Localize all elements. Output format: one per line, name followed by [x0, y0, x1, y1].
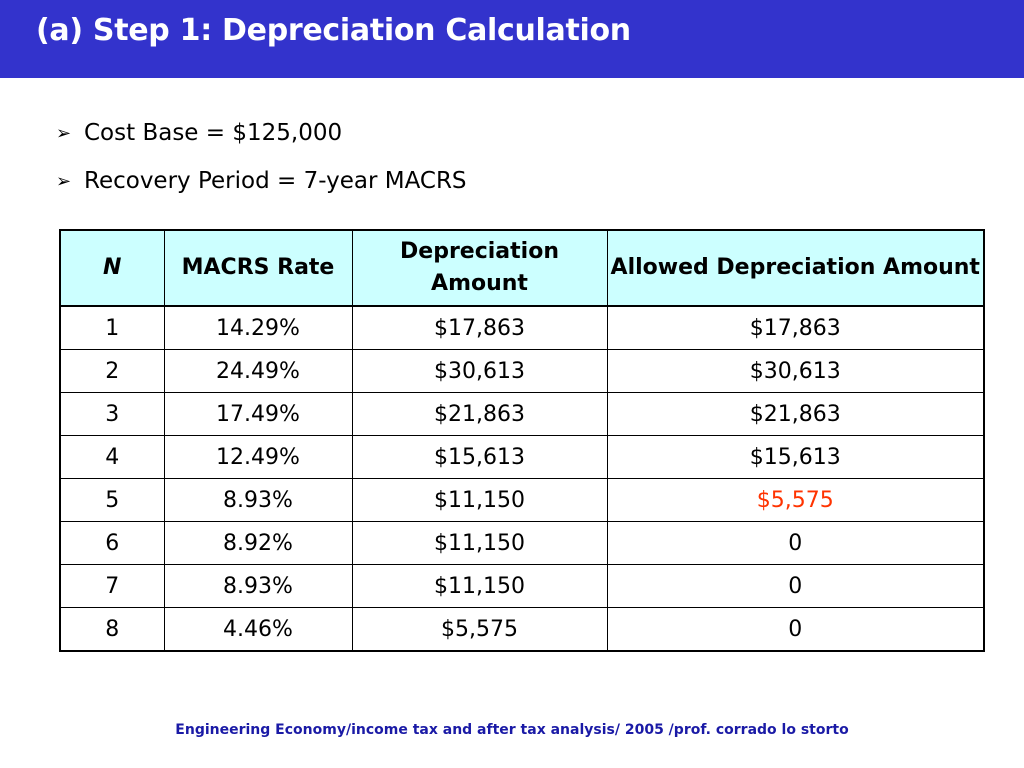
table-row: 5 8.93% $11,150 $5,575 — [59, 478, 985, 522]
cell-n: 3 — [59, 392, 165, 436]
table-row: 3 17.49% $21,863 $21,863 — [59, 392, 985, 436]
cell-depreciation: $30,613 — [351, 349, 608, 393]
depreciation-table: N MACRS Rate Depreciation Amount Allowed… — [59, 229, 985, 652]
bullet-list: ➢ Cost Base = $125,000 ➢ Recovery Period… — [56, 113, 467, 209]
cell-allowed: $17,863 — [606, 305, 985, 350]
table-header-row: N MACRS Rate Depreciation Amount Allowed… — [59, 229, 985, 307]
cell-n: 1 — [59, 305, 165, 350]
arrow-bullet-icon: ➢ — [56, 170, 72, 192]
cell-allowed: 0 — [606, 564, 985, 608]
slide-title: (a) Step 1: Depreciation Calculation — [36, 13, 631, 48]
cell-rate: 8.93% — [163, 564, 353, 608]
cell-rate: 8.93% — [163, 478, 353, 522]
cell-allowed-highlighted: $5,575 — [606, 478, 985, 522]
table-row: 7 8.93% $11,150 0 — [59, 564, 985, 608]
cell-depreciation: $11,150 — [351, 478, 608, 522]
cell-rate: 12.49% — [163, 435, 353, 479]
arrow-bullet-icon: ➢ — [56, 122, 72, 144]
cell-depreciation: $5,575 — [351, 607, 608, 652]
header-macrs-rate: MACRS Rate — [163, 229, 353, 307]
slide-footer: Engineering Economy/income tax and after… — [175, 722, 849, 738]
cell-allowed: $15,613 — [606, 435, 985, 479]
cell-n: 7 — [59, 564, 165, 608]
depreciation-table-container: N MACRS Rate Depreciation Amount Allowed… — [59, 229, 985, 652]
cell-rate: 4.46% — [163, 607, 353, 652]
header-n: N — [59, 229, 165, 307]
cell-depreciation: $15,613 — [351, 435, 608, 479]
cell-depreciation: $17,863 — [351, 305, 608, 350]
cell-allowed: $21,863 — [606, 392, 985, 436]
cell-rate: 17.49% — [163, 392, 353, 436]
cell-n: 4 — [59, 435, 165, 479]
cell-n: 2 — [59, 349, 165, 393]
header-allowed-depreciation: Allowed Depreciation Amount — [606, 229, 985, 307]
cell-rate: 14.29% — [163, 305, 353, 350]
table-row: 4 12.49% $15,613 $15,613 — [59, 435, 985, 479]
cell-n: 8 — [59, 607, 165, 652]
title-bar: (a) Step 1: Depreciation Calculation — [0, 0, 1024, 78]
table-row: 8 4.46% $5,575 0 — [59, 607, 985, 652]
bullet-text: Cost Base = $125,000 — [84, 120, 343, 146]
bullet-recovery-period: ➢ Recovery Period = 7-year MACRS — [56, 161, 467, 201]
cell-n: 6 — [59, 521, 165, 565]
table-row: 2 24.49% $30,613 $30,613 — [59, 349, 985, 393]
bullet-cost-base: ➢ Cost Base = $125,000 — [56, 113, 467, 153]
cell-allowed: 0 — [606, 521, 985, 565]
cell-depreciation: $11,150 — [351, 564, 608, 608]
cell-rate: 8.92% — [163, 521, 353, 565]
table-row: 1 14.29% $17,863 $17,863 — [59, 305, 985, 350]
bullet-text: Recovery Period = 7-year MACRS — [84, 168, 467, 194]
header-depreciation-amount: Depreciation Amount — [351, 229, 608, 307]
cell-n: 5 — [59, 478, 165, 522]
cell-depreciation: $11,150 — [351, 521, 608, 565]
cell-allowed: 0 — [606, 607, 985, 652]
cell-allowed: $30,613 — [606, 349, 985, 393]
cell-depreciation: $21,863 — [351, 392, 608, 436]
table-row: 6 8.92% $11,150 0 — [59, 521, 985, 565]
cell-rate: 24.49% — [163, 349, 353, 393]
